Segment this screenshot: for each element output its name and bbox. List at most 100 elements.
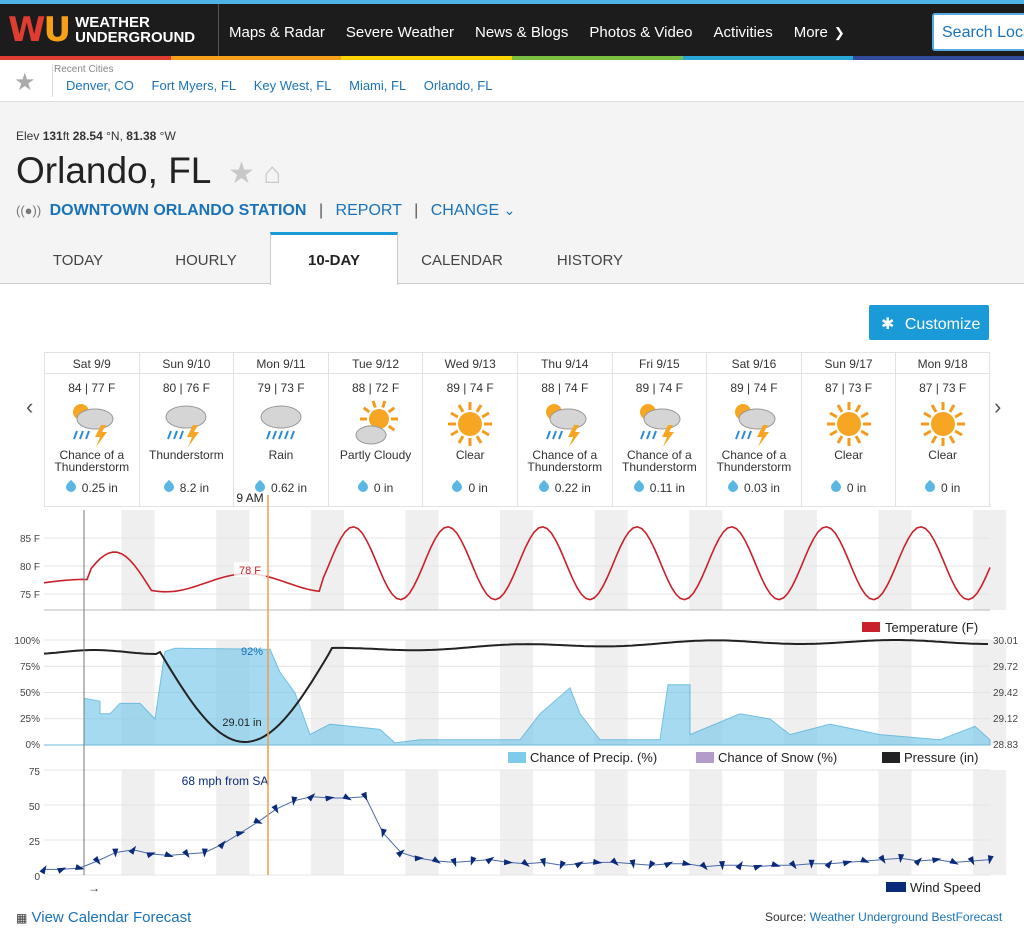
day-temps: 88 | 74 F bbox=[541, 381, 589, 395]
recent-city-link[interactable]: Denver, CO bbox=[66, 78, 134, 93]
change-link[interactable]: CHANGE bbox=[430, 202, 500, 219]
search-input[interactable]: Search Locations bbox=[932, 13, 1024, 51]
page-title: Orlando, FL bbox=[16, 150, 212, 191]
day-card[interactable]: Thu 9/14 88 | 74 F Chance of a Thunderstor… bbox=[516, 352, 612, 507]
tab-calendar[interactable]: CALENDAR bbox=[421, 252, 503, 269]
wind-arrow-marker bbox=[56, 867, 67, 874]
wind-arrow-marker bbox=[235, 830, 246, 837]
day-card[interactable]: Sat 9/16 89 | 74 F Chance of a Thunderstor… bbox=[706, 352, 801, 507]
day-card[interactable]: Mon 9/18 87 | 73 F Clear 0 in bbox=[895, 352, 990, 507]
wind-arrow-marker bbox=[860, 856, 870, 863]
day-precip: 0.03 in bbox=[707, 479, 801, 495]
wind-arrow-marker bbox=[539, 857, 546, 868]
source-label: Source: bbox=[765, 910, 807, 924]
report-link[interactable]: REPORT bbox=[335, 202, 402, 219]
tab-history[interactable]: HISTORY bbox=[556, 252, 624, 269]
wind-arrow-marker bbox=[217, 840, 226, 850]
day-condition: Clear bbox=[834, 448, 863, 462]
legend-label: Wind Speed bbox=[910, 880, 981, 895]
day-precip: 0 in bbox=[423, 479, 517, 495]
chevron-left-icon[interactable]: ‹ bbox=[26, 394, 34, 419]
day-condition: Chance of a Thunderstorm bbox=[716, 448, 792, 474]
wind-arrow-marker bbox=[431, 856, 441, 864]
recent-city-link[interactable]: Key West, FL bbox=[253, 78, 332, 93]
forecast-charts[interactable]: 85 F 80 F 75 F 78 F 9 AM Temperature (F) 100% 7… bbox=[0, 490, 1024, 900]
legend-swatch bbox=[862, 622, 880, 632]
wind-arrow-marker bbox=[325, 795, 335, 802]
logo[interactable]: WU WEATHER UNDERGROUND bbox=[8, 10, 195, 50]
night-band bbox=[783, 770, 817, 875]
wind-arrow-marker bbox=[395, 849, 405, 858]
recent-city-link[interactable]: Fort Myers, FL bbox=[151, 78, 237, 93]
y-tick-label: 0 bbox=[34, 872, 40, 883]
favorite-star-icon[interactable]: ★ bbox=[14, 69, 36, 96]
day-card[interactable]: Wed 9/13 89 | 74 F Clear 0 in bbox=[422, 352, 517, 507]
night-band bbox=[878, 510, 912, 610]
nav-photos-video[interactable]: Photos & Video bbox=[589, 23, 693, 41]
day-card[interactable]: Mon 9/11 79 | 73 F Rain 0.62 in bbox=[233, 352, 328, 507]
night-band bbox=[310, 770, 344, 875]
wind-arrow-marker bbox=[146, 852, 156, 859]
day-card[interactable]: Tue 9/12 88 | 72 F Partly Cloudy 0 in bbox=[327, 352, 423, 507]
day-temps: 80 | 76 F bbox=[162, 381, 210, 395]
sun-icon bbox=[802, 399, 896, 449]
day-date: Thu 9/14 bbox=[517, 353, 612, 374]
pressure-annotation: 29.01 in bbox=[222, 717, 261, 729]
y-tick-label-right: 29.42 bbox=[993, 688, 1018, 699]
tab-hourly[interactable]: HOURLY bbox=[175, 252, 237, 269]
wind-arrow-marker bbox=[949, 857, 959, 865]
favorite-star-icon[interactable]: ★ bbox=[228, 157, 255, 190]
lat-unit: °N, bbox=[106, 129, 123, 143]
wind-arrow-marker bbox=[629, 859, 636, 869]
recent-city-link[interactable]: Orlando, FL bbox=[423, 78, 493, 93]
thunderstorm-sun-icon bbox=[613, 399, 707, 449]
night-band bbox=[594, 510, 628, 610]
wind-arrow-marker bbox=[824, 859, 833, 869]
day-card[interactable]: Sun 9/10 80 | 76 F Thunderstorm 8.2 in bbox=[138, 352, 234, 507]
day-temps: 89 | 74 F bbox=[446, 381, 494, 395]
precip-amount: 0.25 in bbox=[81, 481, 118, 495]
calendar-icon: ▦ bbox=[16, 911, 28, 925]
day-card[interactable]: Sun 9/17 87 | 73 F Clear 0 in bbox=[800, 352, 896, 507]
precip-area bbox=[44, 647, 991, 746]
legend-swatch bbox=[886, 882, 906, 892]
station-link[interactable]: DOWNTOWN ORLANDO STATION bbox=[49, 202, 307, 219]
night-band bbox=[405, 510, 439, 610]
wind-arrow-marker bbox=[306, 793, 316, 802]
tab-10-day[interactable]: 10-DAY bbox=[270, 232, 398, 285]
source-link[interactable]: Weather Underground BestForecast bbox=[809, 910, 1003, 924]
y-tick-label: 80 F bbox=[20, 562, 40, 573]
precip-amount: 0 in bbox=[940, 481, 961, 495]
customize-label: Customize bbox=[904, 316, 981, 333]
nav-maps-radar[interactable]: Maps & Radar bbox=[229, 23, 325, 41]
city-actions: ★ ⌂ bbox=[228, 156, 281, 191]
nav-news-blogs[interactable]: News & Blogs bbox=[475, 23, 569, 41]
station-row: ((●)) DOWNTOWN ORLANDO STATION | REPORT … bbox=[16, 202, 515, 220]
tab-today[interactable]: TODAY bbox=[52, 252, 104, 269]
view-calendar-forecast-link[interactable]: ▦ View Calendar Forecast bbox=[16, 909, 191, 926]
thunderstorm-icon bbox=[140, 399, 234, 449]
chevron-down-icon[interactable]: ⌄ bbox=[503, 202, 516, 218]
wind-arrow-marker bbox=[913, 857, 923, 866]
nav-activities[interactable]: Activities bbox=[713, 23, 773, 41]
day-card[interactable]: Fri 9/15 89 | 74 F Chance of a Thunderstor… bbox=[611, 352, 707, 507]
recent-cities-label: Recent Cities bbox=[54, 64, 114, 75]
day-condition: Clear bbox=[455, 448, 485, 462]
day-precip: 0 in bbox=[896, 479, 989, 495]
ten-day-strip: Sat 9/9 84 | 77 F Chance of a Thunderstorm… bbox=[44, 352, 990, 507]
customize-button[interactable]: ✱ Customize bbox=[869, 305, 989, 340]
nav-severe-weather[interactable]: Severe Weather bbox=[345, 23, 454, 41]
elev-label: Elev bbox=[16, 129, 40, 143]
night-band bbox=[310, 510, 344, 610]
scroll-arrow-icon: → bbox=[88, 881, 100, 895]
y-tick-label: 100% bbox=[14, 636, 40, 647]
y-tick-label: 25 bbox=[29, 837, 41, 848]
sun-icon bbox=[896, 399, 989, 449]
home-icon[interactable]: ⌂ bbox=[263, 157, 282, 190]
nav-more[interactable]: More ❯ bbox=[794, 24, 845, 41]
calendar-link-label: View Calendar Forecast bbox=[31, 909, 192, 926]
day-condition: Clear bbox=[928, 448, 957, 462]
day-card[interactable]: Sat 9/9 84 | 77 F Chance of a Thunderstorm… bbox=[44, 352, 139, 507]
chevron-right-icon[interactable]: › bbox=[994, 394, 1002, 419]
recent-city-link[interactable]: Miami, FL bbox=[349, 78, 407, 93]
